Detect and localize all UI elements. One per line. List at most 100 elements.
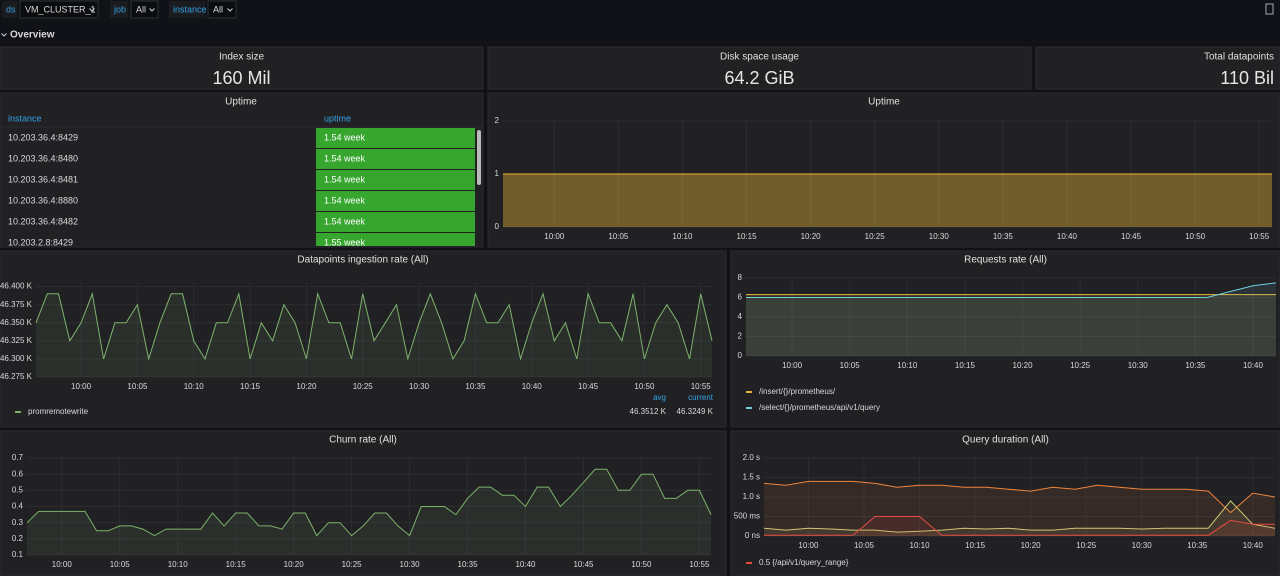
x-tick-label: 10:10 [184, 382, 205, 391]
variable-dropdown[interactable] [19, 0, 99, 19]
x-tick-label: 10:40 [522, 382, 543, 391]
uptime-value: 1.54 week [324, 174, 366, 184]
series-area [764, 500, 1275, 536]
instance-cell: 10.203.36.4:8880 [8, 195, 78, 205]
x-tick-label: 10:15 [737, 232, 758, 241]
y-tick-label: 500 ms [734, 512, 760, 521]
legend-label[interactable]: promremotewrite [28, 407, 89, 416]
x-tick-label: 10:55 [689, 560, 710, 569]
y-tick-label: 1.0 s [743, 492, 760, 501]
x-tick-label: 10:10 [672, 232, 693, 241]
y-tick-label: 46.300 K [0, 354, 33, 363]
x-tick-label: 10:40 [515, 560, 536, 569]
x-tick-label: 10:20 [1021, 541, 1042, 550]
legend-value: 46.3249 K [677, 407, 714, 416]
y-tick-label: 46.275 K [0, 372, 33, 381]
table-header[interactable]: instance [8, 113, 42, 123]
series-line [763, 480, 1276, 514]
x-tick-label: 10:00 [798, 541, 819, 550]
chart-title: Query duration (All) [962, 435, 1049, 446]
x-tick-label: 10:05 [127, 382, 148, 391]
x-tick-label: 10:05 [608, 232, 629, 241]
y-tick-label: 46.375 K [0, 300, 33, 309]
uptime-cell [316, 170, 475, 190]
x-tick-label: 10:00 [52, 560, 73, 569]
x-tick-label: 10:35 [458, 560, 479, 569]
variable-value[interactable]: All [213, 4, 223, 14]
x-tick-label: 10:50 [1185, 232, 1206, 241]
variable-label-bg [169, 1, 205, 18]
x-tick-label: 10:25 [1076, 541, 1097, 550]
x-tick-label: 10:25 [1070, 361, 1091, 370]
x-tick-label: 10:25 [342, 560, 363, 569]
chart-title: Requests rate (All) [964, 255, 1047, 266]
x-tick-label: 10:35 [993, 232, 1014, 241]
legend-label[interactable]: /insert/{}/prometheus/ [759, 387, 836, 396]
table-title: Uptime [225, 97, 257, 108]
stat-title: Disk space usage [720, 52, 799, 63]
chart-title: Uptime [868, 97, 900, 108]
variable-value[interactable]: All [136, 4, 146, 14]
x-tick-label: 10:00 [544, 232, 565, 241]
y-tick-label: 0.6 [12, 469, 24, 478]
x-tick-label: 10:10 [168, 560, 189, 569]
variable-label-bg [2, 1, 17, 18]
uptime-value: 1.54 week [324, 216, 366, 226]
panel [0, 430, 727, 576]
series-area [764, 516, 1275, 536]
uptime-cell [316, 128, 475, 148]
y-tick-label: 0.5 [12, 485, 24, 494]
variable-dropdown[interactable] [207, 0, 237, 19]
y-tick-label: 46.400 K [0, 282, 33, 291]
legend-column[interactable]: current [688, 393, 714, 402]
y-tick-label: 1.5 s [743, 473, 760, 482]
y-tick-label: 2 [495, 116, 500, 125]
x-tick-label: 10:15 [240, 382, 261, 391]
dashboard-icon[interactable] [1265, 3, 1274, 15]
chevron-icon [149, 8, 155, 12]
panel [487, 92, 1280, 248]
x-tick-label: 10:20 [801, 232, 822, 241]
x-tick-label: 10:00 [71, 382, 92, 391]
legend-value: 46.3512 K [630, 407, 667, 416]
instance-cell: 10.203.36.4:8429 [8, 132, 78, 142]
legend-label[interactable]: 0.5 {/api/v1/query_range} [759, 558, 849, 567]
stat-title: Index size [219, 52, 264, 63]
x-tick-label: 10:30 [400, 560, 421, 569]
y-tick-label: 1 [495, 169, 500, 178]
chart-title: Churn rate (All) [329, 435, 397, 446]
scrollbar [477, 130, 481, 185]
series-line [26, 468, 712, 537]
variable-label: ds [6, 4, 16, 14]
x-tick-label: 10:25 [865, 232, 886, 241]
legend-column[interactable]: avg [653, 393, 666, 402]
x-tick-label: 10:05 [110, 560, 131, 569]
uptime-value: 1.54 week [324, 153, 366, 163]
x-tick-label: 10:10 [910, 541, 931, 550]
x-tick-label: 10:50 [634, 382, 655, 391]
legend-label[interactable]: /select/{}/prometheus/api/v1/query [759, 403, 880, 412]
series-area [36, 293, 712, 377]
x-tick-label: 10:50 [631, 560, 652, 569]
x-tick-label: 10:00 [782, 361, 803, 370]
uptime-cell [316, 233, 475, 246]
variable-dropdown[interactable] [130, 0, 159, 19]
panel [1035, 46, 1280, 90]
instance-cell: 10.203.36.4:8482 [8, 216, 78, 226]
x-tick-label: 10:30 [1132, 541, 1153, 550]
y-tick-label: 0.2 [12, 534, 24, 543]
variable-value[interactable]: VM_CLUSTER_1 [25, 4, 96, 14]
y-tick-label: 0 ns [745, 531, 760, 540]
y-tick-label: 46.350 K [0, 318, 33, 327]
table-header[interactable]: uptime [324, 113, 351, 123]
row-title[interactable]: Overview [10, 30, 55, 41]
series-area [503, 174, 1272, 227]
panel [487, 46, 1032, 90]
y-tick-label: 6 [738, 293, 743, 302]
x-tick-label: 10:30 [929, 232, 950, 241]
uptime-value: 1.55 week [324, 237, 366, 247]
uptime-value: 1.54 week [324, 195, 366, 205]
x-tick-label: 10:10 [897, 361, 918, 370]
panel [0, 46, 484, 90]
x-tick-label: 10:40 [1243, 361, 1264, 370]
